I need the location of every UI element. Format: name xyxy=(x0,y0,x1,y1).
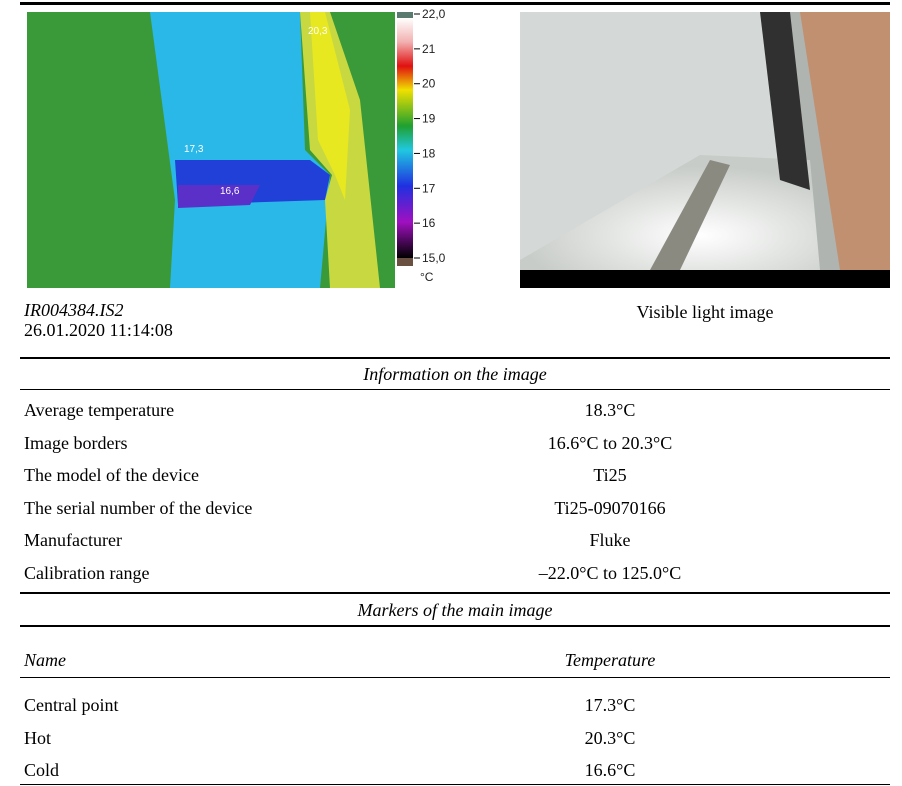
scale-label: 16 xyxy=(422,216,436,230)
cell-label: The model of the device xyxy=(24,465,199,485)
cell-value: –22.0°C to 125.0°C xyxy=(539,563,681,583)
scale-label: 17 xyxy=(422,181,436,195)
color-scale xyxy=(397,18,413,258)
cell-value: 17.3°C xyxy=(585,695,636,715)
cell-label: Central point xyxy=(24,695,118,715)
column-header: Name xyxy=(24,650,66,670)
scale-label: 19 xyxy=(422,112,436,126)
cell-label: Image borders xyxy=(24,433,127,453)
cell-value: 18.3°C xyxy=(585,400,636,420)
rule xyxy=(20,677,890,678)
rule xyxy=(20,592,890,594)
section-title: Markers of the main image xyxy=(358,600,553,620)
cell-label: Hot xyxy=(24,728,51,748)
scale-label: 21 xyxy=(422,42,436,56)
cell-value: 20.3°C xyxy=(585,728,636,748)
cell-label: Cold xyxy=(24,760,59,780)
rule xyxy=(20,784,890,785)
cell-value: Fluke xyxy=(589,530,630,550)
images: 20,3 17,3 16,6 °C 22,0 21 20 19 18 17 16 15,0 xyxy=(0,0,902,300)
scale-cap xyxy=(397,258,413,266)
cell-label: Calibration range xyxy=(24,563,149,583)
marker-label: 16,6 xyxy=(220,186,240,197)
page: 20,3 17,3 16,6 °C 22,0 21 20 19 18 17 16 15,0 I… xyxy=(0,0,902,786)
cell-value: 16.6°C to 20.3°C xyxy=(548,433,672,453)
datetime: 26.01.2020 11:14:08 xyxy=(24,320,173,340)
rule xyxy=(20,357,890,359)
scale-cap xyxy=(397,12,413,18)
cell-label: Average temperature xyxy=(24,400,174,420)
cell-value: Ti25 xyxy=(593,465,626,485)
marker-label: 17,3 xyxy=(184,144,204,155)
scale-label: 20 xyxy=(422,77,436,91)
rule xyxy=(20,389,890,390)
caption: Visible light image xyxy=(637,302,774,322)
rule xyxy=(20,625,890,627)
column-header: Temperature xyxy=(565,650,656,670)
marker-label: 20,3 xyxy=(308,26,328,37)
cell-label: The serial number of the device xyxy=(24,498,252,518)
section-title: Information on the image xyxy=(363,364,546,384)
filename: IR004384.IS2 xyxy=(24,300,123,320)
thermal-image xyxy=(27,12,395,288)
scale-label: 18 xyxy=(422,146,436,160)
scale-label: 22,0 xyxy=(422,7,446,21)
cell-label: Manufacturer xyxy=(24,530,122,550)
cell-value: Ti25-09070166 xyxy=(554,498,665,518)
scale-unit: °C xyxy=(420,270,434,284)
cell-value: 16.6°C xyxy=(585,760,636,780)
visible-image xyxy=(520,12,890,288)
scale-label: 15,0 xyxy=(422,251,446,265)
